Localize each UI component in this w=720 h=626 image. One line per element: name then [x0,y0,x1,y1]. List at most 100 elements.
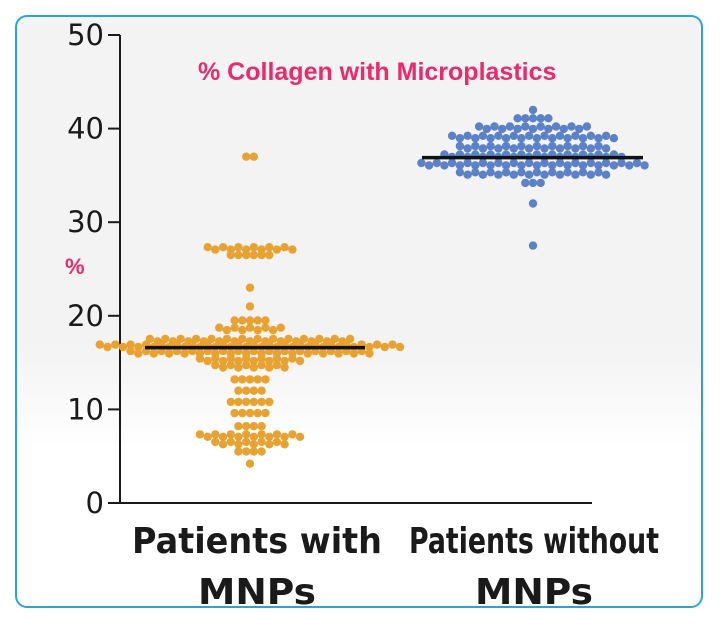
data-point [211,430,220,439]
data-point [249,356,258,366]
data-point [238,408,247,418]
data-point [486,141,495,151]
data-point [226,430,235,439]
data-point [524,144,534,153]
data-point [195,430,205,439]
data-point [280,243,289,252]
data-point [365,349,374,358]
y-tick-label: 40 [67,112,104,146]
data-point [226,397,235,407]
data-point [230,323,239,332]
data-point [548,168,557,177]
data-point [505,122,515,131]
data-point [395,342,405,352]
data-point [432,158,441,168]
data-point [571,131,580,140]
data-point [501,161,511,170]
data-point [257,437,266,447]
data-point [272,360,282,370]
data-point [164,349,174,358]
data-point [211,437,220,447]
chart-frame: % Collagen with Microplastics % 0 10 20 30 4… [15,15,703,608]
data-point [528,124,538,134]
data-point [211,245,220,254]
data-point [234,422,243,431]
data-point [540,170,549,179]
data-point [517,168,526,177]
data-point [261,375,270,384]
data-point [265,397,274,407]
data-point [513,124,522,134]
data-point [257,422,266,431]
data-point [528,178,538,188]
data-point [257,447,266,456]
data-point [295,356,305,366]
data-point [478,158,488,168]
data-point [471,141,480,151]
data-point [494,144,503,153]
data-point [524,170,534,179]
data-point [575,124,584,134]
data-point [253,316,262,325]
data-point [455,168,465,177]
data-point [245,408,255,418]
data-point [218,356,228,366]
data-point [440,161,449,170]
data-point [594,161,603,170]
data-point [601,131,611,140]
data-point [571,158,580,168]
data-point [571,170,580,179]
data-point [517,134,526,143]
data-point [536,178,545,188]
data-point [303,349,312,358]
data-point [601,170,611,179]
data-point [238,316,247,325]
data-point [532,141,542,151]
y-axis: 0 10 20 30 40 50 [67,18,592,520]
data-point [180,349,189,358]
data-point [524,158,534,168]
data-point [478,170,488,179]
data-point [617,158,626,168]
category-label: Patients without [409,521,659,562]
data-point [586,131,595,140]
data-point [555,170,565,179]
data-point [265,243,274,252]
data-point [548,134,557,143]
data-point [242,360,251,370]
data-point [280,432,289,441]
data-point [540,158,549,168]
data-point [555,144,565,153]
data-point [249,386,258,395]
data-point [226,437,235,447]
data-point [521,178,530,188]
data-point [571,144,580,153]
data-point [601,144,611,153]
data-point [463,158,472,168]
data-point [257,397,266,407]
y-tick-label: 30 [67,205,104,239]
y-axis-label: % [65,254,85,279]
data-point [625,161,634,170]
data-point [261,408,270,418]
data-point [253,408,262,418]
data-point [234,440,243,449]
data-point [372,340,382,349]
data-point [280,356,289,366]
data-point [218,440,228,449]
data-point [578,134,588,143]
data-point [257,386,266,395]
data-point [318,349,328,358]
series-with-mnps [95,152,405,468]
category-label: Patients with [132,521,382,562]
data-point [463,170,472,179]
data-point [509,170,518,179]
data-point [265,432,274,441]
data-point [632,158,642,168]
data-point [222,325,232,335]
data-point [540,131,549,140]
data-point [551,122,561,131]
data-point [528,199,538,208]
data-point [265,250,274,260]
data-point [455,161,465,170]
